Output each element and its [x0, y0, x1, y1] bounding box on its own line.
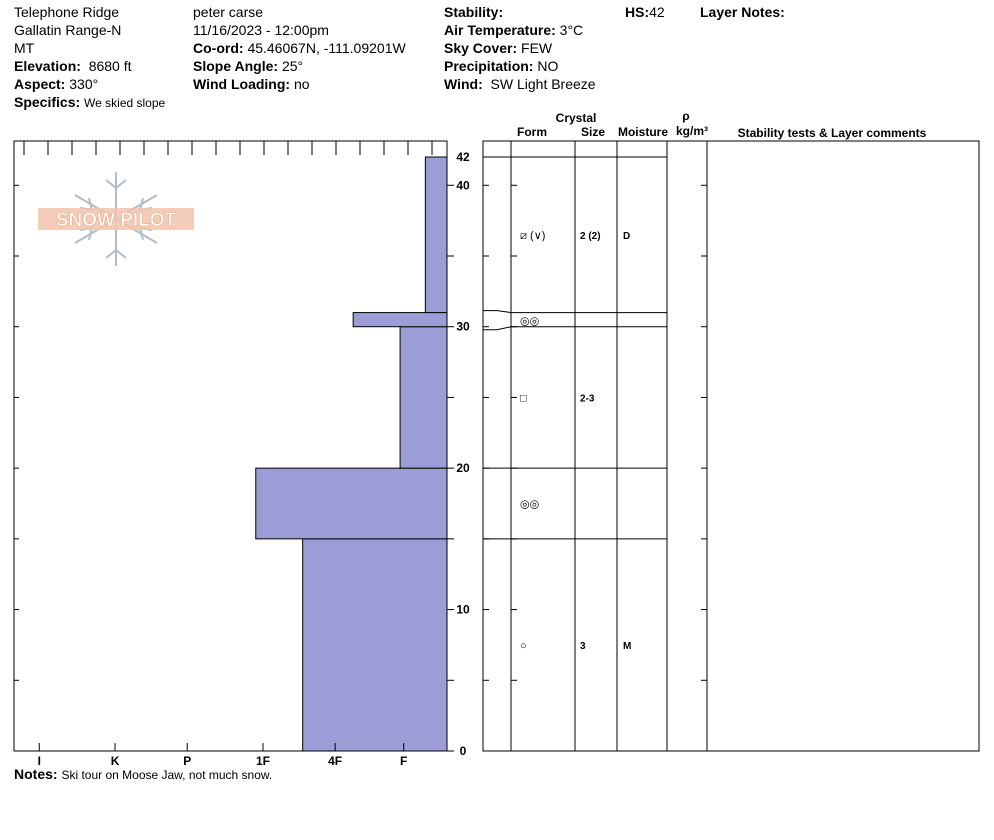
sky-label: Sky Cover: [444, 40, 518, 56]
elevation-value: 8680 ft [88, 58, 132, 74]
slope-label: Slope Angle: [193, 58, 279, 74]
wind-loading: Wind Loading: no [193, 75, 310, 93]
hardness-label-1F: 1F [256, 754, 270, 768]
sky-value: FEW [521, 40, 553, 56]
elevation: Elevation: 8680 ft [14, 57, 132, 75]
stability-label: Stability: [444, 4, 504, 20]
hardness-label-P: P [183, 754, 191, 768]
row-form-3: ◎◎ [520, 316, 539, 328]
snowpilot-logo: SNOW PILOT [38, 172, 194, 266]
wind-loading-value: no [293, 76, 310, 92]
aspect: Aspect: 330° [14, 75, 98, 93]
hardness-bar-3 [352, 312, 448, 328]
aspect-label: Aspect: [14, 76, 66, 92]
hs-label: HS: [625, 4, 650, 20]
hardness-label-I: I [38, 754, 41, 768]
hardness-ticks [14, 141, 454, 752]
aspect-value: 330° [69, 76, 99, 92]
observer: peter carse [193, 4, 264, 20]
specifics-label: Specifics: [14, 94, 81, 110]
range: Gallatin Range-N [14, 22, 122, 38]
notes-label: Notes: [14, 766, 58, 782]
row-size-0: 3 [580, 641, 586, 652]
row-size-4: 2 (2) [580, 231, 601, 242]
datetime: 11/16/2023 - 12:00pm [193, 22, 329, 38]
depth-label-20: 20 [456, 461, 470, 475]
row-moisture-0: M [623, 641, 631, 652]
row-form-2: □ [520, 392, 527, 404]
hardness-label-K: K [111, 754, 120, 768]
row-form-1: ◎◎ [520, 499, 539, 511]
col-density: kg/m³ [676, 124, 708, 138]
col-form: Form [517, 125, 547, 139]
hs-value: 42 [649, 4, 665, 20]
depth-label-10: 10 [456, 603, 470, 617]
notes-value: Ski tour on Moose Jaw, not much snow. [61, 768, 273, 782]
depth-label-0: 0 [460, 744, 467, 758]
coord: Co-ord: 45.46067N, -111.09201W [193, 39, 406, 57]
elevation-label: Elevation: [14, 58, 81, 74]
air-temperature: Air Temperature: 3°C [444, 21, 583, 39]
col-size: Size [581, 125, 605, 139]
wind-value: SW Light Breeze [490, 76, 596, 92]
slope-angle: Slope Angle: 25° [193, 57, 303, 75]
air-temp-label: Air Temperature: [444, 22, 556, 38]
layer-notes-label: Layer Notes: [700, 4, 785, 20]
coord-value: 45.46067N, -111.09201W [247, 40, 406, 56]
col-rho: ρ [682, 109, 689, 123]
air-temp-value: 3°C [559, 22, 584, 38]
coord-label: Co-ord: [193, 40, 244, 56]
specifics: Specifics: We skied slope [14, 93, 165, 112]
hardness-bar-2 [399, 326, 448, 469]
hardness-label-F: F [400, 754, 407, 768]
layer-connector-30 [483, 326, 512, 331]
precip-label: Precipitation: [444, 58, 534, 74]
hardness-bars [255, 156, 448, 752]
layer-table: ○ 3 M ◎◎ □ 2-3 ◎◎ ⧄ (∨) 2 (2) D Crystal Form Size… [482, 109, 980, 752]
layer-connector-31 [483, 310, 512, 314]
notes: Notes: Ski tour on Moose Jaw, not much s… [14, 765, 272, 784]
slope-value: 25° [281, 58, 304, 74]
hardness-bar-4 [424, 156, 448, 314]
location: Telephone Ridge [14, 4, 120, 20]
hardness-label-4F: 4F [328, 754, 342, 768]
logo-text: SNOW PILOT [56, 210, 177, 231]
depth-label-42: 42 [456, 150, 470, 164]
specifics-value: We skied slope [84, 96, 166, 110]
table-layer-lines [483, 156, 667, 540]
row-form-0: ○ [520, 640, 527, 652]
hs: HS:42 [625, 3, 665, 21]
depth-label-30: 30 [456, 320, 470, 334]
col-moisture: Moisture [618, 125, 668, 139]
precipitation: Precipitation: NO [444, 57, 558, 75]
sky-cover: Sky Cover: FEW [444, 39, 552, 57]
depth-axis-labels: 0 10 20 30 40 42 [456, 150, 470, 758]
hardness-bar-1 [255, 467, 448, 540]
row-moisture-4: D [623, 231, 630, 242]
row-size-2: 2-3 [580, 393, 595, 404]
row-form-4: ⧄ (∨) [520, 230, 545, 242]
hardness-axis-labels: I K P 1F 4F F [38, 754, 408, 768]
precip-value: NO [537, 58, 559, 74]
stability: Stability: [444, 3, 503, 21]
wind-loading-label: Wind Loading: [193, 76, 291, 92]
table-frame [482, 140, 980, 752]
layer-notes: Layer Notes: [700, 3, 785, 21]
hardness-frame [13, 140, 448, 752]
col-stability: Stability tests & Layer comments [738, 126, 927, 140]
col-crystal: Crystal [556, 111, 597, 125]
table-ticks [483, 184, 707, 681]
table-layer-rows: ○ 3 M ◎◎ □ 2-3 ◎◎ ⧄ (∨) 2 (2) D [520, 230, 631, 652]
depth-label-40: 40 [456, 178, 470, 192]
state: MT [14, 40, 35, 56]
hardness-bar-0 [302, 538, 448, 752]
wind-label: Wind: [444, 76, 483, 92]
wind: Wind: SW Light Breeze [444, 75, 596, 93]
